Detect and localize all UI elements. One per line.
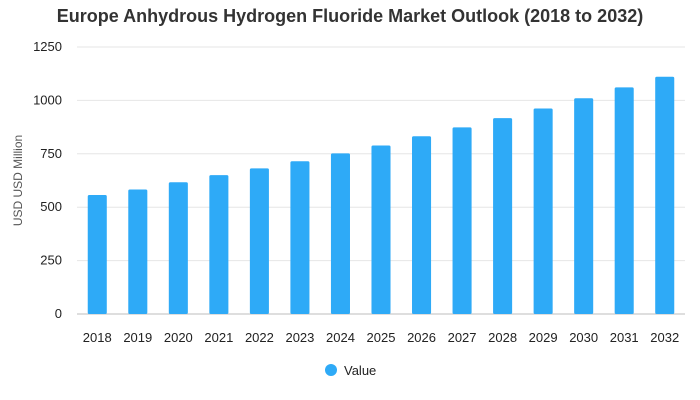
bar — [209, 175, 229, 314]
bar — [533, 108, 553, 314]
bar — [452, 127, 472, 314]
x-tick-label: 2032 — [650, 330, 679, 345]
y-tick-label: 0 — [55, 306, 62, 321]
legend-marker — [325, 364, 337, 376]
y-tick-label: 250 — [40, 253, 62, 268]
x-tick-label: 2026 — [407, 330, 436, 345]
x-tick-label: 2028 — [488, 330, 517, 345]
x-tick-label: 2030 — [569, 330, 598, 345]
x-tick-label: 2029 — [529, 330, 558, 345]
bar — [574, 98, 594, 314]
bar — [371, 145, 391, 314]
x-tick-label: 2025 — [367, 330, 396, 345]
x-tick-label: 2019 — [123, 330, 152, 345]
x-tick-label: 2022 — [245, 330, 274, 345]
bar — [655, 76, 675, 314]
x-tick-label: 2020 — [164, 330, 193, 345]
legend-label: Value — [344, 363, 376, 378]
bar — [128, 189, 148, 314]
bar — [168, 182, 188, 314]
bar — [614, 87, 634, 315]
bar — [330, 153, 350, 314]
bar — [493, 118, 513, 314]
x-tick-label: 2018 — [83, 330, 112, 345]
x-tick-label: 2024 — [326, 330, 355, 345]
bar — [249, 168, 269, 314]
y-tick-label: 1000 — [33, 92, 62, 107]
x-tick-label: 2021 — [204, 330, 233, 345]
chart-title: Europe Anhydrous Hydrogen Fluoride Marke… — [56, 6, 644, 26]
x-tick-label: 2023 — [285, 330, 314, 345]
x-tick-label: 2031 — [610, 330, 639, 345]
bar — [412, 136, 432, 314]
x-tick-label: 2027 — [448, 330, 477, 345]
y-tick-label: 500 — [40, 199, 62, 214]
bar — [87, 195, 107, 314]
bar — [290, 161, 310, 314]
y-tick-label: 1250 — [33, 39, 62, 54]
y-axis-title: USD USD Million — [11, 135, 25, 226]
y-tick-label: 750 — [40, 146, 62, 161]
